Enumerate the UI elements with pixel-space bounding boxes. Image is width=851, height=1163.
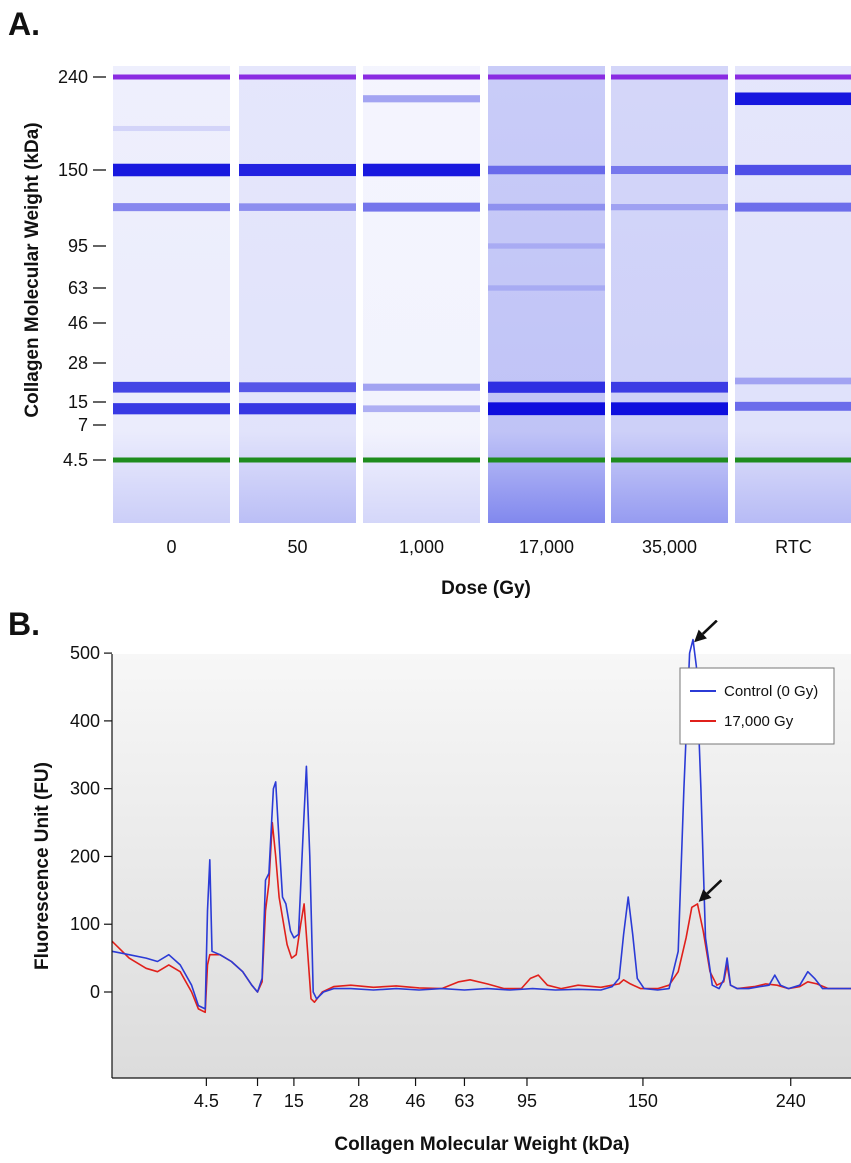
gel-band-lane4-2 — [611, 381, 728, 393]
gel-band-lane5-0 — [735, 92, 851, 106]
gel-band-lane5-2 — [735, 202, 851, 212]
gel-marker-band-lane1-1 — [239, 457, 356, 463]
gel-marker-band-lane2-0 — [363, 74, 480, 80]
gel-band-lane2-0 — [363, 163, 480, 177]
gel-lane-label: 0 — [166, 537, 176, 557]
annotation-arrow-0 — [701, 620, 718, 635]
gel-y-tick-label: 46 — [68, 313, 88, 333]
gel-marker-band-lane3-0 — [488, 74, 605, 80]
gel-y-tick-label: 15 — [68, 392, 88, 412]
gel-band-lane1-0 — [239, 163, 356, 177]
gel-band-lane0-2 — [113, 381, 230, 393]
gel-lane-3 — [488, 66, 605, 523]
annotation-arrow-1 — [706, 879, 723, 895]
gel-band-lane2-3 — [363, 405, 480, 413]
gel-band-lane1-2 — [239, 382, 356, 393]
gel-y-tick-label: 28 — [68, 353, 88, 373]
gel-band-lane0-4 — [113, 125, 230, 132]
gel-band-lane4-1 — [611, 204, 728, 211]
series-line-control — [111, 638, 851, 1010]
gel-band-lane3-2 — [488, 381, 605, 393]
gel-lane-4 — [611, 66, 728, 523]
gel-band-lane0-3 — [113, 403, 230, 415]
gel-band-lane3-1 — [488, 203, 605, 211]
panel-a-label: A. — [8, 6, 40, 42]
x-tick-label: 95 — [517, 1091, 537, 1111]
gel-marker-band-lane0-0 — [113, 74, 230, 80]
gel-y-tick-label: 7 — [78, 415, 88, 435]
annotation-arrowhead-1 — [698, 889, 712, 902]
gel-marker-band-lane5-1 — [735, 457, 851, 463]
y-tick-label: 200 — [70, 846, 100, 866]
x-tick-label: 15 — [284, 1091, 304, 1111]
legend-label-control: Control (0 Gy) — [724, 683, 818, 700]
gel-band-lane1-1 — [239, 203, 356, 211]
gel-chart: 240 150 95 63 46 28 15 7 4.5 0 50 1,000 17,000 35,00… — [22, 66, 851, 599]
gel-band-lane5-3 — [735, 377, 851, 385]
gel-band-lane3-5 — [488, 285, 605, 291]
gel-band-lane2-2 — [363, 383, 480, 391]
legend: Control (0 Gy) 17,000 Gy — [679, 667, 835, 745]
gel-y-tick-label: 240 — [58, 67, 88, 87]
gel-lane-1 — [239, 66, 356, 523]
gel-marker-band-lane5-0 — [735, 74, 851, 80]
x-tick-label: 63 — [454, 1091, 474, 1111]
gel-band-lane3-0 — [488, 165, 605, 175]
gel-band-lane4-0 — [611, 165, 728, 175]
gel-band-lane4-3 — [611, 402, 728, 416]
gel-band-lane2-4 — [363, 95, 480, 103]
gel-band-lane3-3 — [488, 402, 605, 416]
gel-marker-band-lane0-1 — [113, 457, 230, 463]
gel-band-lane2-1 — [363, 202, 480, 212]
x-tick-label: 46 — [406, 1091, 426, 1111]
gel-y-tick-label: 4.5 — [63, 450, 88, 470]
y-tick-label: 0 — [90, 982, 100, 1002]
x-tick-label: 7 — [253, 1091, 263, 1111]
gel-x-axis-label: Dose (Gy) — [441, 578, 531, 599]
x-tick-label: 240 — [776, 1091, 806, 1111]
gel-band-lane5-1 — [735, 164, 851, 176]
panel-b-label: B. — [8, 606, 40, 642]
gel-lane-label: 35,000 — [642, 537, 697, 557]
gel-marker-band-lane3-1 — [488, 457, 605, 463]
gel-marker-band-lane4-1 — [611, 457, 728, 463]
gel-lane-label: RTC — [775, 537, 812, 557]
gel-lane-label: 50 — [287, 537, 307, 557]
gel-marker-band-lane4-0 — [611, 74, 728, 80]
gel-lane-0 — [113, 66, 230, 523]
gel-y-tick-label: 95 — [68, 236, 88, 256]
y-tick-label: 300 — [70, 779, 100, 799]
gel-lane-2 — [363, 66, 480, 523]
y-tick-label: 100 — [70, 914, 100, 934]
trace-x-axis-label: Collagen Molecular Weight (kDa) — [334, 1134, 629, 1155]
gel-band-lane1-3 — [239, 403, 356, 415]
gel-y-axis-label: Collagen Molecular Weight (kDa) — [22, 122, 43, 417]
electropherogram-chart: 0 100 200 300 400 500 4.5 7 15 28 46 63 95 150 240 Co… — [32, 620, 851, 1155]
gel-band-lane3-4 — [488, 243, 605, 249]
gel-marker-band-lane2-1 — [363, 457, 480, 463]
gel-band-lane0-0 — [113, 163, 230, 177]
x-tick-label: 150 — [628, 1091, 658, 1111]
gel-lane-label: 17,000 — [519, 537, 574, 557]
gel-band-lane5-4 — [735, 401, 851, 411]
gel-y-tick-label: 63 — [68, 278, 88, 298]
gel-marker-band-lane1-0 — [239, 74, 356, 80]
gel-band-lane0-1 — [113, 203, 230, 212]
trace-y-axis-label: Fluorescence Unit (FU) — [32, 762, 53, 970]
annotation-arrowhead-0 — [694, 629, 707, 643]
gel-y-tick-label: 150 — [58, 160, 88, 180]
gel-lane-5 — [735, 66, 851, 523]
x-tick-label: 4.5 — [194, 1091, 219, 1111]
x-tick-label: 28 — [349, 1091, 369, 1111]
gel-lane-label: 1,000 — [399, 537, 444, 557]
y-tick-label: 400 — [70, 711, 100, 731]
legend-label-17000: 17,000 Gy — [724, 713, 794, 730]
y-tick-label: 500 — [70, 643, 100, 663]
